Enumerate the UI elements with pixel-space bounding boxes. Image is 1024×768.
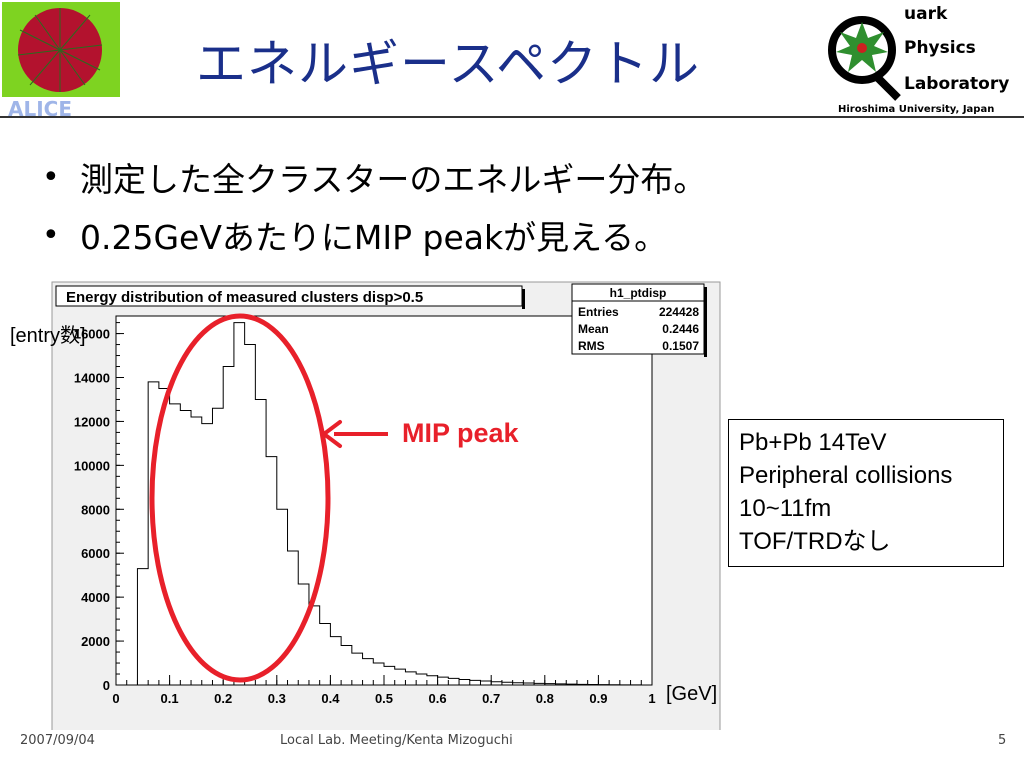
footer-meeting: Local Lab. Meeting/Kenta Mizoguchi: [280, 733, 513, 748]
y-tick-label: 10000: [74, 458, 110, 473]
stats-value: 0.1507: [662, 339, 699, 353]
qpl-logo: [828, 0, 1024, 118]
x-tick-label: 0: [112, 691, 119, 706]
chart-title-shadow: [522, 289, 525, 309]
x-tick-label: 0.2: [214, 691, 232, 706]
mip-arrow-head: [322, 420, 342, 448]
alice-logo: ALICE: [0, 0, 125, 121]
x-tick-label: 0.6: [429, 691, 447, 706]
y-tick-label: 14000: [74, 371, 110, 386]
y-tick-label: 4000: [81, 590, 110, 605]
stats-key: Mean: [578, 322, 609, 336]
stats-box-shadow: [704, 287, 707, 357]
info-box: Pb+Pb 14TeV Peripheral collisions 10~11f…: [728, 419, 1004, 567]
bullet-item: • 測定した全クラスターのエネルギー分布。: [42, 148, 706, 206]
qpl-word-physics: Physics: [904, 38, 976, 58]
y-tick-label: 12000: [74, 414, 110, 429]
stats-value: 224428: [659, 305, 699, 319]
bullet-item: • 0.25GeVあたりにMIP peakが見える。: [42, 206, 706, 264]
stats-key: Entries: [578, 305, 619, 319]
plot-area: [115, 315, 653, 686]
y-tick-label: 16000: [74, 327, 110, 342]
mip-peak-highlight: [149, 313, 331, 683]
x-tick-label: 0.5: [375, 691, 393, 706]
info-line: 10~11fm: [739, 495, 832, 522]
footer-date: 2007/09/04: [20, 733, 95, 748]
x-tick-label: 1: [648, 691, 655, 706]
info-line: Peripheral collisions: [739, 462, 953, 489]
chart-title: Energy distribution of measured clusters…: [66, 289, 423, 306]
y-tick-label: 6000: [81, 546, 110, 561]
x-tick-label: 0.3: [268, 691, 286, 706]
svg-text:ALICE: ALICE: [8, 97, 72, 118]
footer-page-number: 5: [998, 733, 1007, 748]
y-axis-label: [entry数]: [10, 324, 86, 347]
bullet-list: • 測定した全クラスターのエネルギー分布。 • 0.25GeVあたりにMIP pea…: [42, 148, 706, 264]
y-tick-label: 2000: [81, 634, 110, 649]
y-tick-label: 0: [103, 678, 110, 693]
info-line: TOF/TRDなし: [739, 528, 891, 555]
bullet-text: 測定した全クラスターのエネルギー分布。: [80, 160, 707, 199]
slide-title: エネルギースペクトル: [196, 35, 700, 93]
x-tick-label: 0.7: [482, 691, 500, 706]
stats-key: RMS: [578, 339, 605, 353]
stats-value: 0.2446: [662, 322, 699, 336]
title-divider: [0, 116, 1024, 118]
x-tick-label: 0.1: [161, 691, 179, 706]
info-line: Pb+Pb 14TeV: [739, 429, 887, 456]
x-tick-label: 0.4: [321, 691, 340, 706]
energy-histogram: 0 2000 4000 6000 8000 10000 12000 14000 16000 0 0.…: [10, 281, 721, 730]
y-tick-label: 8000: [81, 502, 110, 517]
qpl-subtitle: Hiroshima University, Japan: [838, 104, 995, 115]
x-tick-label: 0.9: [589, 691, 607, 706]
bullet-text: 0.25GeVあたりにMIP peakが見える。: [80, 218, 668, 257]
mip-peak-label: MIP peak: [402, 418, 520, 448]
x-tick-label: 0.8: [536, 691, 554, 706]
qpl-word-quark: uark: [904, 4, 948, 24]
x-axis-label: [GeV]: [666, 683, 717, 705]
qpl-word-laboratory: Laboratory: [904, 74, 1010, 94]
stats-name: h1_ptdisp: [610, 286, 667, 300]
